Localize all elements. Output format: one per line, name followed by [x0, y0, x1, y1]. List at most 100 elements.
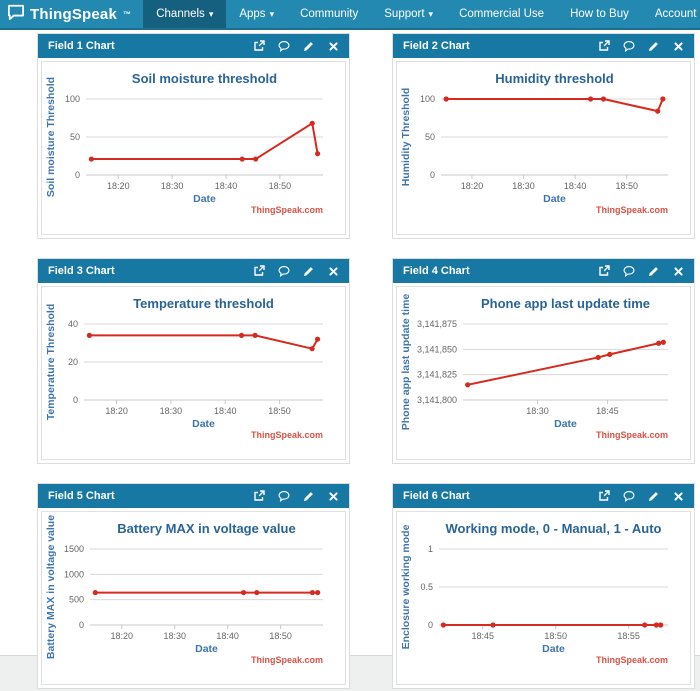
- panel-header: Field 1 Chart: [38, 34, 349, 58]
- svg-text:Date: Date: [192, 418, 215, 430]
- open-external-icon[interactable]: [598, 40, 610, 52]
- nav-item-community[interactable]: Community: [300, 8, 359, 20]
- panel-header: Field 5 Chart: [38, 484, 349, 508]
- caret-down-icon: ▾: [269, 8, 275, 19]
- chart-iframe[interactable]: Humidity threshold 0 50 100 18:20 18:30 18:40 1…: [396, 61, 691, 235]
- nav-item-account[interactable]: Account ▾: [654, 8, 697, 20]
- svg-text:18:50: 18:50: [615, 181, 638, 191]
- svg-text:0: 0: [428, 620, 433, 630]
- panel-title: Field 5 Chart: [48, 490, 115, 502]
- svg-text:18:30: 18:30: [161, 181, 184, 191]
- svg-text:500: 500: [69, 595, 84, 605]
- svg-text:Temperature threshold: Temperature threshold: [133, 296, 274, 311]
- edit-icon[interactable]: [648, 265, 660, 277]
- nav-item-how-to-buy[interactable]: How to Buy: [570, 8, 629, 20]
- panel-header: Field 4 Chart: [393, 259, 694, 283]
- svg-text:18:55: 18:55: [617, 631, 640, 641]
- close-icon[interactable]: [328, 491, 339, 502]
- edit-icon[interactable]: [303, 490, 315, 502]
- caret-down-icon: ▾: [208, 8, 214, 19]
- open-external-icon[interactable]: [598, 265, 610, 277]
- nav-item-channels[interactable]: Channels ▾: [143, 0, 227, 28]
- nav-item-commercial-use[interactable]: Commercial Use: [459, 8, 545, 20]
- comment-icon[interactable]: [623, 265, 635, 277]
- svg-text:ThingSpeak.com: ThingSpeak.com: [596, 205, 668, 215]
- svg-text:20: 20: [68, 357, 78, 367]
- svg-text:18:30: 18:30: [163, 631, 186, 641]
- brand-name: ThingSpeak: [30, 5, 118, 23]
- panel-header: Field 6 Chart: [393, 484, 694, 508]
- svg-text:100: 100: [420, 94, 435, 104]
- navbar: ThingSpeak ™ Channels ▾ Apps ▾ Community …: [0, 0, 700, 30]
- svg-text:18:50: 18:50: [544, 631, 567, 641]
- edit-icon[interactable]: [648, 40, 660, 52]
- svg-text:Phone app last update time: Phone app last update time: [481, 296, 650, 311]
- svg-text:18:40: 18:40: [215, 181, 238, 191]
- svg-text:18:50: 18:50: [269, 181, 292, 191]
- panel-title: Field 3 Chart: [48, 265, 115, 277]
- svg-text:18:20: 18:20: [111, 631, 134, 641]
- comment-icon[interactable]: [278, 490, 290, 502]
- svg-text:18:45: 18:45: [471, 631, 494, 641]
- open-external-icon[interactable]: [598, 490, 610, 502]
- open-external-icon[interactable]: [253, 40, 265, 52]
- close-icon[interactable]: [328, 266, 339, 277]
- svg-text:Humidity threshold: Humidity threshold: [495, 71, 614, 86]
- nav-item-apps[interactable]: Apps ▾: [239, 8, 275, 20]
- svg-text:1: 1: [428, 544, 433, 554]
- speech-bubble-logo-icon: [7, 4, 25, 24]
- svg-text:3,141,800: 3,141,800: [417, 395, 457, 405]
- edit-icon[interactable]: [303, 40, 315, 52]
- panel-body: Humidity threshold 0 50 100 18:20 18:30 18:40 1…: [393, 58, 694, 238]
- comment-icon[interactable]: [278, 40, 290, 52]
- nav-item-support[interactable]: Support ▾: [384, 8, 434, 20]
- svg-text:18:30: 18:30: [160, 406, 183, 416]
- svg-text:Soil moisture Threshold: Soil moisture Threshold: [45, 77, 57, 197]
- panel-body: Soil moisture threshold 0 50 100 18:20 18:30 1…: [38, 58, 349, 238]
- svg-text:ThingSpeak.com: ThingSpeak.com: [251, 655, 323, 665]
- close-icon[interactable]: [673, 41, 684, 52]
- comment-icon[interactable]: [278, 265, 290, 277]
- svg-text:18:30: 18:30: [512, 181, 535, 191]
- close-icon[interactable]: [673, 266, 684, 277]
- svg-text:0.5: 0.5: [420, 582, 433, 592]
- nav-left: Channels ▾ Apps ▾ Community Support ▾: [143, 0, 446, 28]
- chart-iframe[interactable]: Working mode, 0 - Manual, 1 - Auto 0 0.5 1 1…: [396, 511, 691, 685]
- svg-text:18:20: 18:20: [461, 181, 484, 191]
- svg-text:1000: 1000: [64, 569, 84, 579]
- svg-text:40: 40: [68, 319, 78, 329]
- chart-iframe[interactable]: Phone app last update time 3,141,800 3,141…: [396, 286, 691, 460]
- open-external-icon[interactable]: [253, 265, 265, 277]
- chart-grid: Field 1 Chart Soil moisture thre: [37, 33, 700, 689]
- comment-icon[interactable]: [623, 490, 635, 502]
- panel-title: Field 2 Chart: [403, 40, 470, 52]
- caret-down-icon: ▾: [428, 8, 434, 19]
- svg-text:0: 0: [430, 170, 435, 180]
- svg-text:18:30: 18:30: [526, 406, 549, 416]
- svg-text:Phone app last update time: Phone app last update time: [400, 294, 412, 431]
- edit-icon[interactable]: [648, 490, 660, 502]
- comment-icon[interactable]: [623, 40, 635, 52]
- svg-text:Humidity Threshold: Humidity Threshold: [400, 88, 412, 187]
- svg-text:Date: Date: [554, 418, 577, 430]
- svg-text:3,141,825: 3,141,825: [417, 370, 457, 380]
- open-external-icon[interactable]: [253, 490, 265, 502]
- panel-icons: [253, 490, 339, 502]
- svg-text:18:40: 18:40: [216, 631, 239, 641]
- svg-text:Date: Date: [543, 193, 566, 205]
- chart-iframe[interactable]: Soil moisture threshold 0 50 100 18:20 18:30 1…: [41, 61, 346, 235]
- edit-icon[interactable]: [303, 265, 315, 277]
- close-icon[interactable]: [328, 41, 339, 52]
- svg-text:18:50: 18:50: [269, 631, 292, 641]
- svg-text:ThingSpeak.com: ThingSpeak.com: [251, 430, 323, 440]
- panel-icons: [598, 40, 684, 52]
- chart-iframe[interactable]: Temperature threshold 0 20 40 18:20 18:30 18:4…: [41, 286, 346, 460]
- panel-icons: [253, 40, 339, 52]
- thingspeak-logo[interactable]: ThingSpeak ™: [0, 0, 143, 28]
- svg-text:Battery MAX in voltage value: Battery MAX in voltage value: [45, 515, 57, 659]
- close-icon[interactable]: [673, 491, 684, 502]
- svg-text:50: 50: [70, 132, 80, 142]
- chart-iframe[interactable]: Battery MAX in voltage value 0 500 1000 1500…: [41, 511, 346, 685]
- svg-text:18:20: 18:20: [105, 406, 128, 416]
- svg-text:Date: Date: [195, 643, 218, 655]
